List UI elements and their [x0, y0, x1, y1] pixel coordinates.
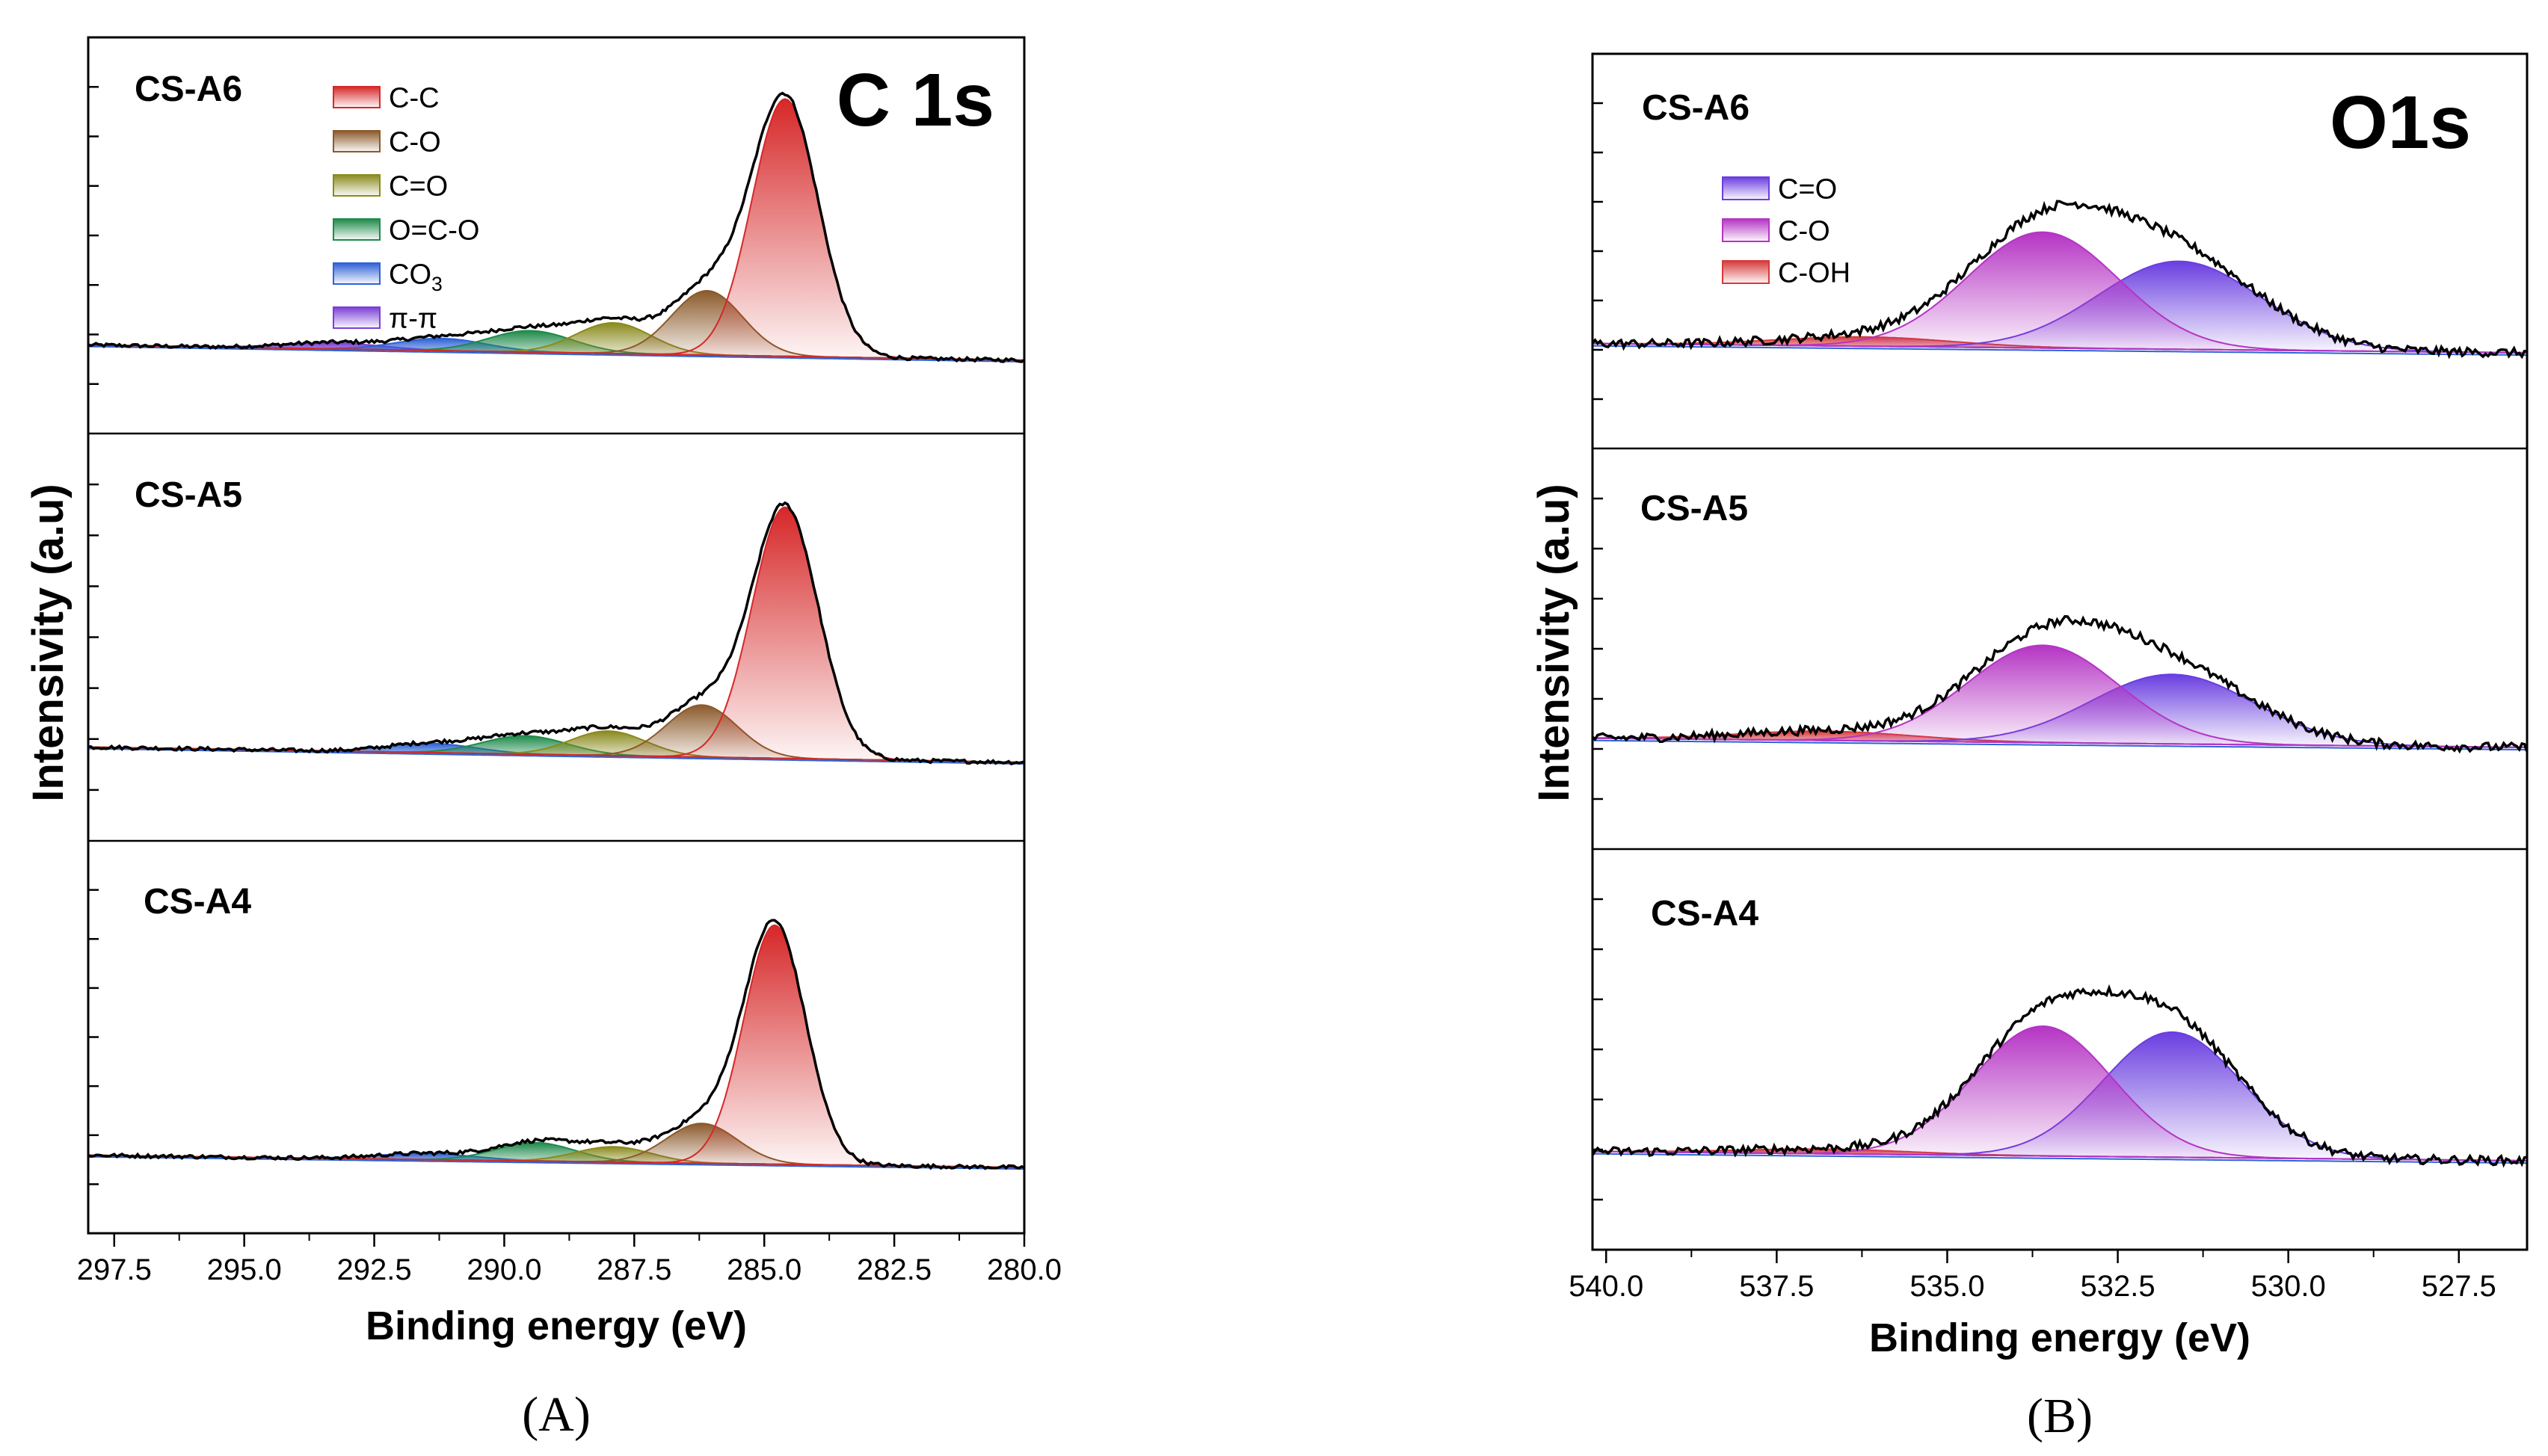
legend-label-subscript: 3	[431, 273, 443, 295]
panel-a-sample-label-1: CS-A6	[135, 70, 242, 109]
subplot-CS-A4	[87, 919, 1025, 1170]
x-tick-label: 297.5	[77, 1253, 152, 1286]
legend-label-C-O: C-O	[1778, 216, 1830, 247]
x-tick-label: 535.0	[1910, 1270, 1984, 1303]
legend-label-π-π: π-π	[389, 303, 437, 335]
x-tick-label: 282.5	[857, 1253, 932, 1286]
panel-b-legend: C=O C-O C-OH	[1722, 174, 1850, 289]
panel-a-y-ticks	[88, 86, 99, 1185]
panel-b-title: O1s	[2330, 81, 2471, 164]
panel-a-y-axis-label: Intensivity (a.u)	[24, 484, 73, 801]
panel-a-sample-label-3: CS-A4	[144, 882, 251, 922]
panel-a-sample-label-2: CS-A5	[135, 475, 242, 515]
panel-b-sample-label-1: CS-A6	[1642, 88, 1750, 128]
envelope-CS-A5	[1591, 614, 2529, 754]
peak-CS-A4-C-O	[1592, 1025, 2527, 1162]
envelope-CS-A6	[87, 91, 1025, 363]
panel-b-sample-label-3: CS-A4	[1651, 894, 1758, 934]
panel-b-sample-label-2: CS-A5	[1640, 489, 1748, 528]
legend-label-C-O: C-O	[389, 127, 441, 158]
legend-swatch-π-π	[333, 306, 381, 329]
envelope-CS-A5	[87, 501, 1025, 765]
peak-CS-A5-C-O	[1592, 644, 2527, 748]
legend-label-C-C: C-C	[389, 83, 440, 114]
x-tick-label: 527.5	[2422, 1270, 2496, 1303]
legend-swatch-C=O	[1722, 176, 1770, 200]
baseline-CS-A4	[1592, 1153, 2527, 1165]
baseline-CS-A5	[87, 747, 1024, 765]
legend-swatch-C-O	[1722, 218, 1770, 242]
legend-swatch-C-C	[333, 86, 381, 108]
panel-a-frame	[87, 36, 1026, 1235]
panel-b-caption: (B)	[2027, 1389, 2093, 1443]
panel-b-x-axis-label: Binding energy (eV)	[1869, 1315, 2250, 1360]
x-tick-label: 285.0	[727, 1253, 801, 1286]
panel-b-y-axis-label: Intensivity (a.u)	[1530, 484, 1578, 801]
legend-swatch-C-OH	[1722, 260, 1770, 284]
x-tick-label: 292.5	[337, 1253, 412, 1286]
x-tick-label: 537.5	[1739, 1270, 1814, 1303]
baseline-CS-A5	[1592, 739, 2527, 751]
x-tick-label: 280.0	[987, 1253, 1062, 1286]
panel-a-title: C 1s	[837, 58, 994, 142]
x-tick-label: 295.0	[207, 1253, 282, 1286]
panel-b-frame	[1591, 52, 2529, 1251]
baseline-CS-A4	[88, 1156, 1024, 1170]
envelope-CS-A4	[1591, 984, 2528, 1168]
panel-b-y-ticks	[1592, 102, 1603, 1201]
panel-b-x-axis: 540.0 537.5 535.0 532.5 530.0 527.5	[1569, 1250, 2496, 1303]
subplot-CS-A6	[1591, 200, 2528, 360]
subplot-CS-A5	[1591, 614, 2529, 754]
peak-CS-A4-C-C	[88, 924, 1024, 1168]
peak-CS-A6-C-O	[1592, 231, 2527, 354]
subplot-CS-A4	[1591, 984, 2528, 1168]
legend-swatch-O=C-O	[333, 218, 381, 241]
envelope-CS-A6	[1591, 200, 2528, 360]
legend-label-C-OH: C-OH	[1778, 258, 1850, 289]
panel-a-x-axis: 297.5 295.0 292.5 290.0 287.5 285.0 282.5 280.0	[77, 1233, 1062, 1286]
baseline-CS-A6	[1592, 345, 2527, 357]
x-tick-label: 532.5	[2081, 1270, 2155, 1303]
envelope-CS-A4	[87, 919, 1025, 1170]
panel-a-plot-area	[87, 91, 1025, 1170]
baseline-CS-A6	[88, 345, 1025, 363]
panel-b-plot-area	[1591, 200, 2529, 1168]
x-tick-label: 540.0	[1569, 1270, 1643, 1303]
legend-swatch-C=O	[333, 174, 381, 197]
panel-a-caption: (A)	[522, 1387, 591, 1442]
panel-a: 297.5 295.0 292.5 290.0 287.5 285.0 282.5 280.0…	[24, 36, 1062, 1442]
x-tick-label: 530.0	[2251, 1270, 2326, 1303]
legend-label-O=C-O: O=C-O	[389, 215, 479, 247]
legend-label-C=O: C=O	[1778, 174, 1837, 206]
legend-swatch-CO	[333, 262, 381, 285]
legend-label-C=O: C=O	[389, 171, 448, 203]
x-tick-label: 290.0	[467, 1253, 541, 1286]
panel-b: 540.0 537.5 535.0 532.5 530.0 527.5 O1s CS-A6…	[1530, 52, 2529, 1443]
legend-swatch-C-O	[333, 130, 381, 152]
panel-a-x-axis-label: Binding energy (eV)	[366, 1304, 747, 1348]
x-tick-label: 287.5	[597, 1253, 671, 1286]
